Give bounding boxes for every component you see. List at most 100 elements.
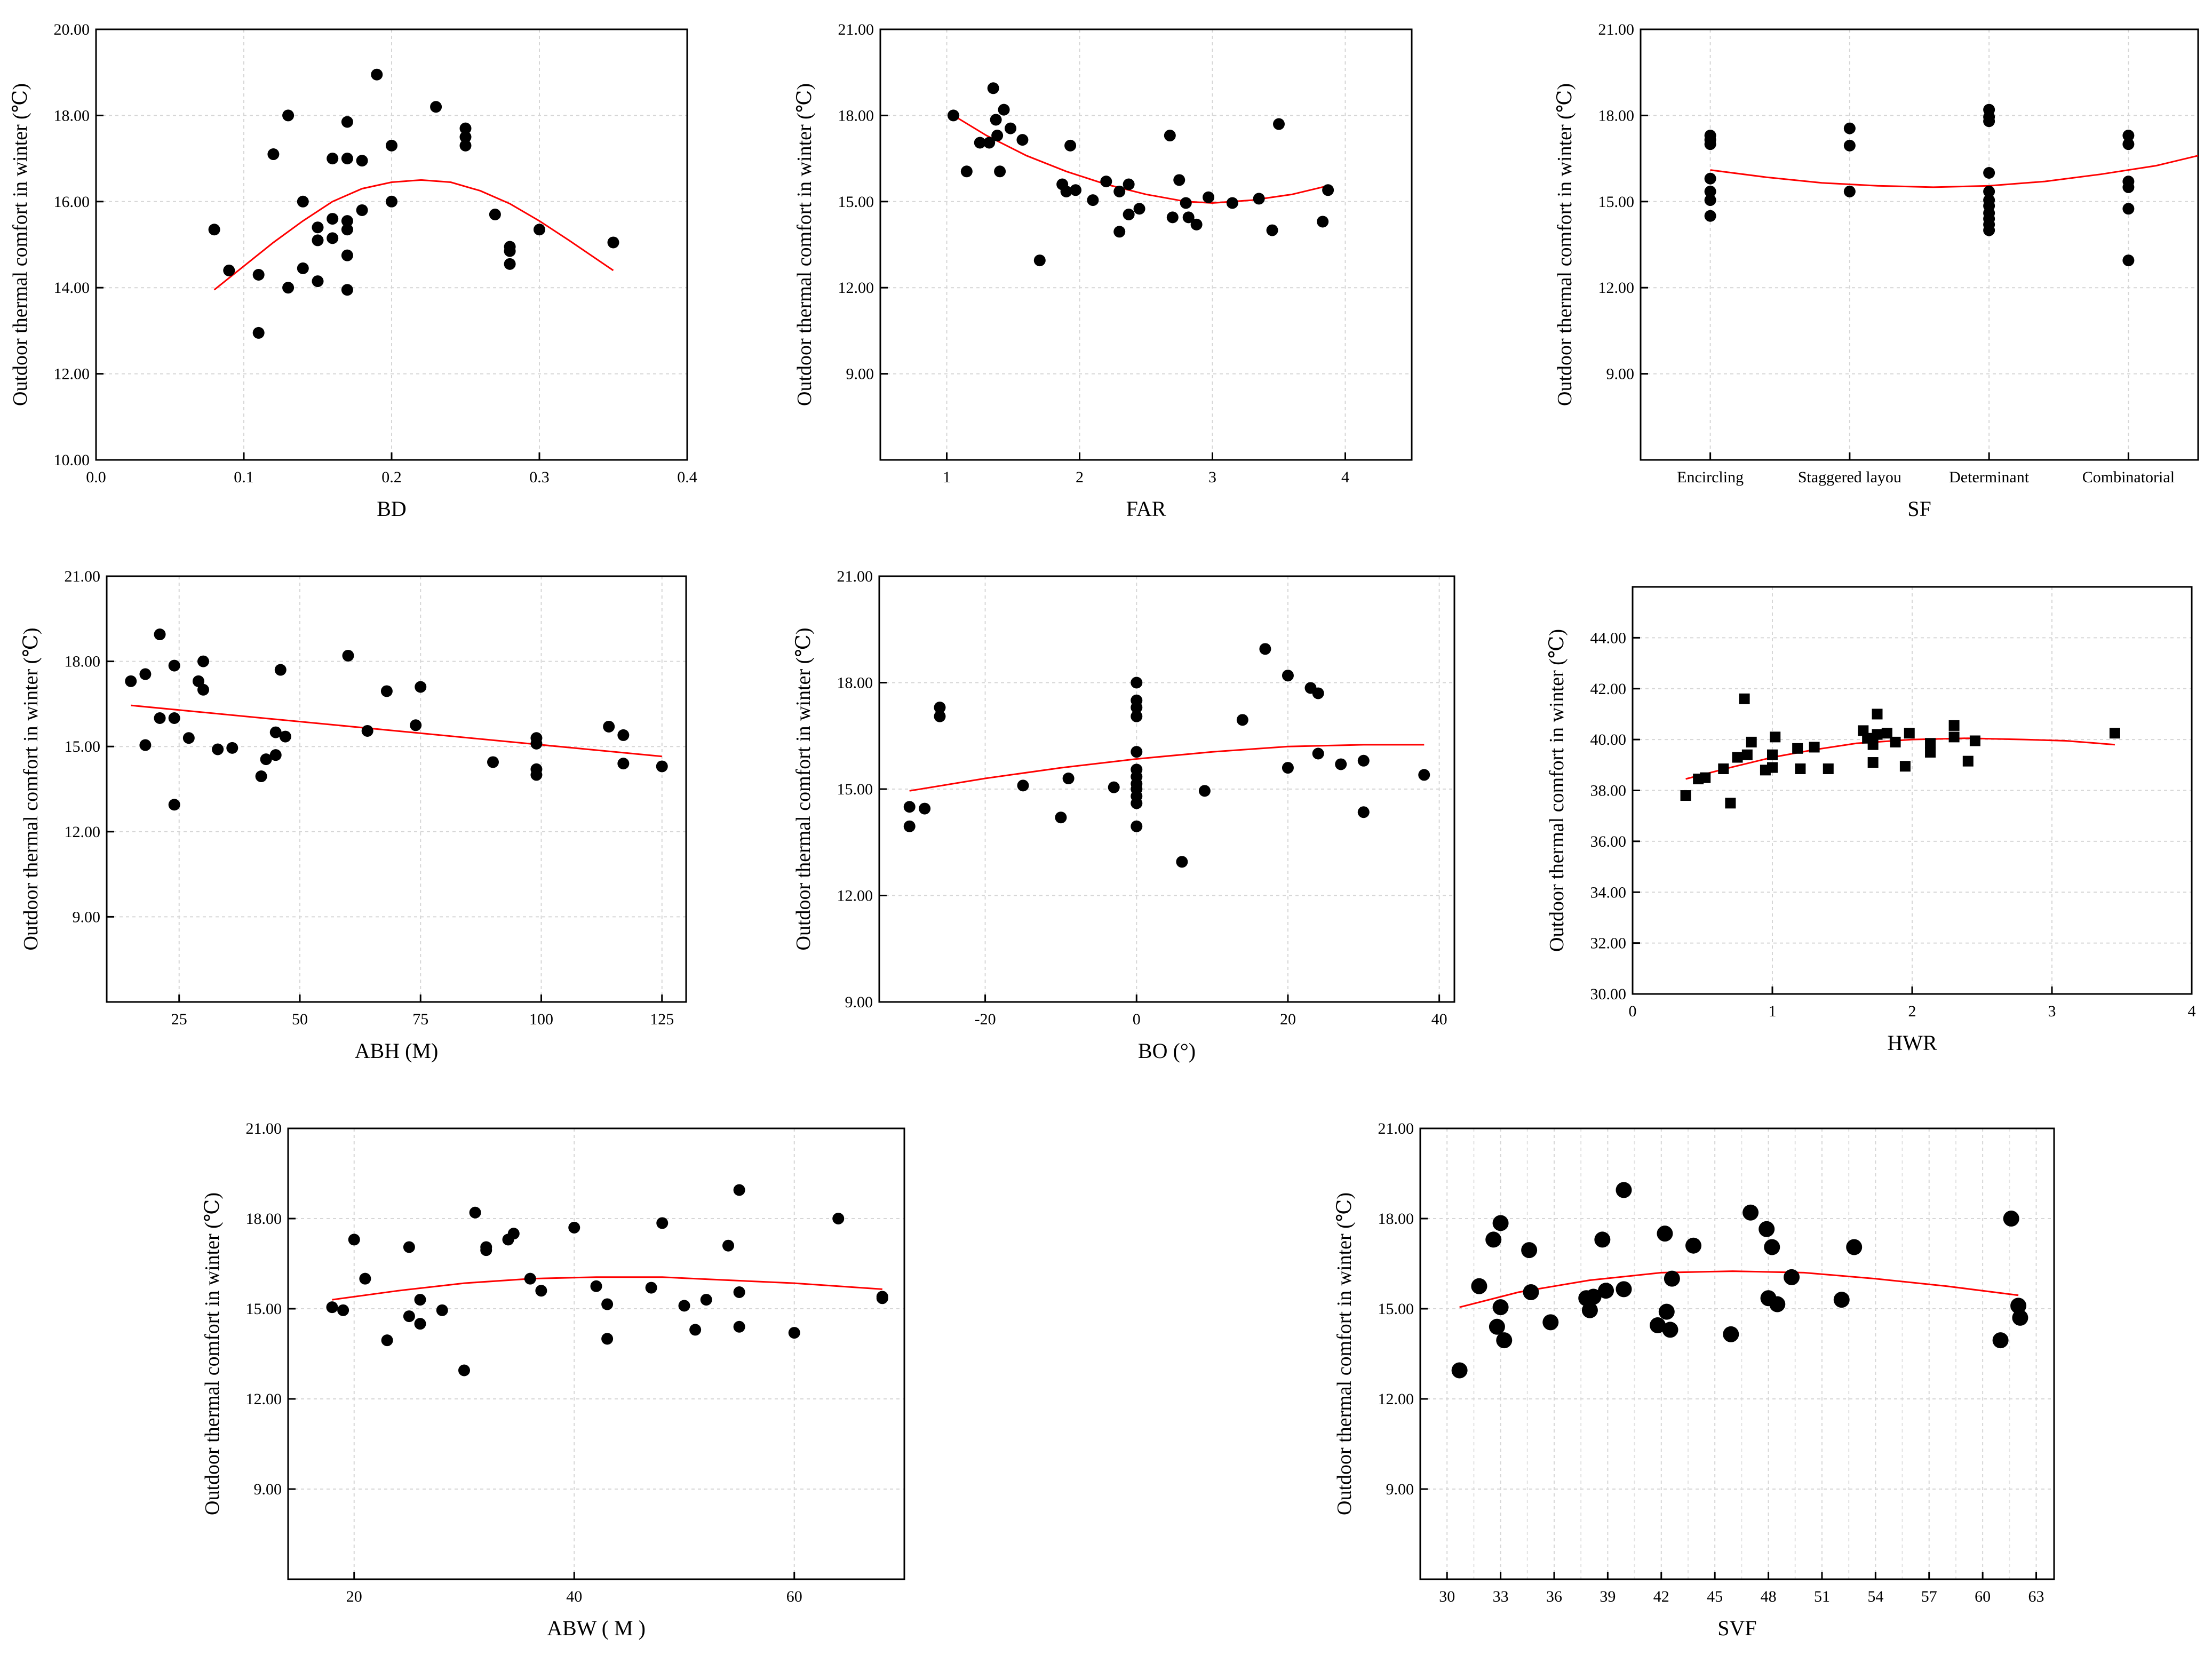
y-tick-label: 12.00 (54, 365, 90, 383)
data-point (1492, 1215, 1509, 1231)
data-point (380, 685, 393, 697)
data-point (2122, 130, 2135, 142)
gridlines (107, 576, 686, 1002)
x-tick-label: 0 (1629, 1002, 1637, 1020)
data-point (459, 139, 472, 152)
data-point (1266, 224, 1278, 236)
y-tick-label: 15.00 (837, 781, 873, 798)
data-point (1226, 197, 1238, 209)
data-point (1700, 772, 1711, 783)
y-tick-label: 18.00 (246, 1210, 282, 1228)
data-point (1725, 798, 1736, 809)
data-point (371, 68, 383, 81)
chart-bd: 0.0 0.1 0.2 0.3 0.4 10.00 12.00 14.00 16.00 18.00… (9, 21, 697, 521)
data-point (356, 204, 368, 216)
data-point (991, 130, 1004, 142)
data-point (733, 1286, 745, 1299)
data-point (1925, 738, 1936, 749)
data-point (603, 720, 615, 733)
data-point (1823, 763, 1834, 774)
x-tick-label: 39 (1600, 1588, 1616, 1605)
x-tick-label: 75 (412, 1010, 428, 1028)
data-point (1471, 1278, 1487, 1294)
data-point (359, 1272, 371, 1285)
data-point (2012, 1309, 2028, 1326)
data-point (1872, 729, 1883, 740)
data-point (436, 1304, 448, 1316)
data-point (2003, 1211, 2019, 1227)
plot-frame (106, 575, 687, 1003)
x-tick-label: 4 (1341, 468, 1349, 486)
data-point (282, 282, 295, 294)
x-tick-label: 2 (1076, 468, 1084, 486)
data-point (2109, 728, 2120, 739)
data-point (1070, 184, 1082, 196)
data-point (733, 1320, 745, 1333)
y-tick-label: 21.00 (246, 1120, 282, 1137)
data-point (1131, 677, 1143, 689)
data-point (974, 137, 986, 149)
data-point (1767, 762, 1778, 773)
x-axis-label: SF (1907, 497, 1931, 521)
data-point (2010, 1298, 2027, 1314)
data-point (1236, 714, 1248, 726)
data-point (342, 649, 354, 662)
y-tick-label: 9.00 (846, 365, 874, 383)
data-point (934, 710, 946, 722)
data-point (934, 702, 946, 714)
data-point (1182, 211, 1195, 224)
data-point (1784, 1269, 1800, 1285)
data-point (341, 116, 353, 128)
data-point (279, 730, 291, 743)
x-tick-label: 0.4 (677, 468, 697, 486)
data-point (1585, 1288, 1602, 1305)
x-tick-label: 33 (1493, 1588, 1509, 1605)
data-point (312, 221, 324, 234)
data-point (678, 1300, 690, 1312)
chart-sf: Encircling Staggered layou Determinant Comb… (1554, 21, 2199, 521)
data-point (1273, 118, 1285, 130)
x-tick-label: 3 (2048, 1002, 2056, 1020)
data-point (1166, 211, 1179, 224)
y-tick-label: 44.00 (1590, 629, 1627, 647)
y-tick-label: 21.00 (1598, 21, 1635, 38)
data-point (987, 82, 999, 94)
x-tick-label: 40 (566, 1588, 582, 1605)
data-point (1581, 1302, 1598, 1318)
data-point (1759, 1221, 1775, 1237)
gridlines (880, 29, 1412, 460)
x-tick-label: 51 (1814, 1588, 1830, 1605)
data-point (1113, 226, 1126, 238)
data-point (327, 153, 339, 165)
data-point (903, 820, 916, 832)
y-tick-label: 15.00 (1598, 193, 1635, 211)
y-tick-label: 21.00 (65, 568, 101, 585)
data-point (1131, 746, 1143, 758)
data-point (341, 153, 353, 165)
data-point (1100, 176, 1112, 188)
y-tick-label: 16.00 (54, 193, 90, 211)
fit-curve (332, 1276, 882, 1301)
y-tick-label: 40.00 (1590, 731, 1627, 749)
data-point (1259, 643, 1271, 655)
data-point (524, 1272, 536, 1285)
data-point (645, 1282, 657, 1294)
y-tick-label: 18.00 (1598, 107, 1635, 124)
data-point (1662, 1322, 1678, 1338)
y-axis-label: Outdoor thermal comfort in winter (℃) (1546, 629, 1568, 952)
y-tick-label: 12.00 (246, 1390, 282, 1408)
data-point (1792, 743, 1803, 754)
data-point (1925, 746, 1936, 758)
data-point (168, 659, 180, 672)
data-point (1704, 194, 1716, 206)
x-tick-label: 20 (1280, 1010, 1296, 1028)
data-point (1650, 1317, 1666, 1333)
x-tick-label: Staggered layou (1798, 468, 1901, 486)
data-point (1542, 1314, 1559, 1331)
gridlines (1420, 1128, 2054, 1579)
data-point (530, 737, 543, 750)
data-point (1704, 210, 1716, 222)
gridlines (1641, 29, 2198, 460)
plot-frame (287, 1127, 905, 1580)
